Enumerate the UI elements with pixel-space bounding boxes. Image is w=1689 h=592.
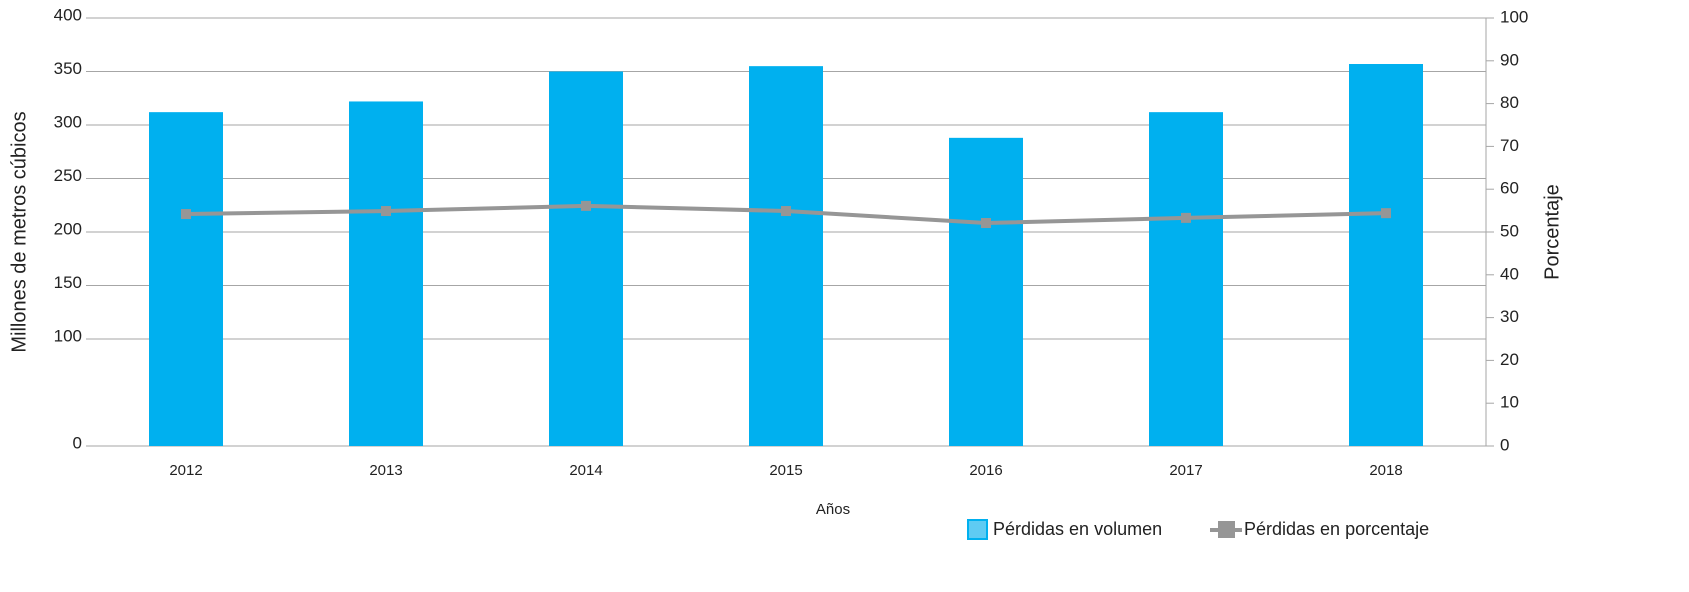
y2-tick-label: 40 xyxy=(1500,264,1519,283)
y2-tick-label: 80 xyxy=(1500,93,1519,112)
bar xyxy=(549,71,623,446)
y2-tick-label: 60 xyxy=(1500,179,1519,198)
bar xyxy=(149,112,223,446)
line-marker xyxy=(981,218,991,229)
y-tick-label: 300 xyxy=(54,112,82,131)
bar xyxy=(1349,64,1423,446)
line-marker xyxy=(781,206,791,217)
x-axis-title: Años xyxy=(816,501,850,518)
y-tick-label: 200 xyxy=(54,219,82,238)
line-marker xyxy=(581,200,591,211)
legend-swatch-marker xyxy=(1218,521,1235,538)
x-tick-label: 2013 xyxy=(369,462,402,479)
y-tick-label: 0 xyxy=(73,433,82,452)
x-tick-label: 2018 xyxy=(1369,462,1402,479)
y-tick-label: 150 xyxy=(54,273,82,292)
y2-tick-label: 20 xyxy=(1500,350,1519,369)
y2-tick-label: 0 xyxy=(1500,435,1509,454)
legend-swatch xyxy=(967,519,988,540)
y-tick-label: 250 xyxy=(54,166,82,185)
y-axis-title: Millones de metros cúbicos xyxy=(8,111,30,352)
y2-tick-label: 70 xyxy=(1500,136,1519,155)
x-tick-label: 2015 xyxy=(769,462,802,479)
bar xyxy=(949,137,1023,446)
line-marker xyxy=(1381,208,1391,219)
y2-tick-label: 50 xyxy=(1500,221,1519,240)
y-tick-label: 100 xyxy=(54,326,82,345)
line-marker xyxy=(1181,212,1191,223)
y2-tick-label: 30 xyxy=(1500,307,1519,326)
x-tick-label: 2016 xyxy=(969,462,1002,479)
y-tick-label: 350 xyxy=(54,59,82,78)
y2-tick-label: 10 xyxy=(1500,393,1519,412)
line-marker xyxy=(381,206,391,217)
y2-axis-title: Porcentaje xyxy=(1541,184,1563,280)
y-tick-label: 400 xyxy=(54,5,82,24)
bar xyxy=(749,66,823,447)
legend-label: Pérdidas en volumen xyxy=(993,519,1162,539)
line-marker xyxy=(181,209,191,220)
legend-label: Pérdidas en porcentaje xyxy=(1244,519,1429,539)
y2-tick-label: 100 xyxy=(1500,7,1528,26)
bar xyxy=(1149,112,1223,446)
x-tick-label: 2017 xyxy=(1169,462,1202,479)
x-tick-label: 2014 xyxy=(569,462,602,479)
bar xyxy=(349,101,423,447)
x-tick-label: 2012 xyxy=(169,462,202,479)
y2-tick-label: 90 xyxy=(1500,50,1519,69)
